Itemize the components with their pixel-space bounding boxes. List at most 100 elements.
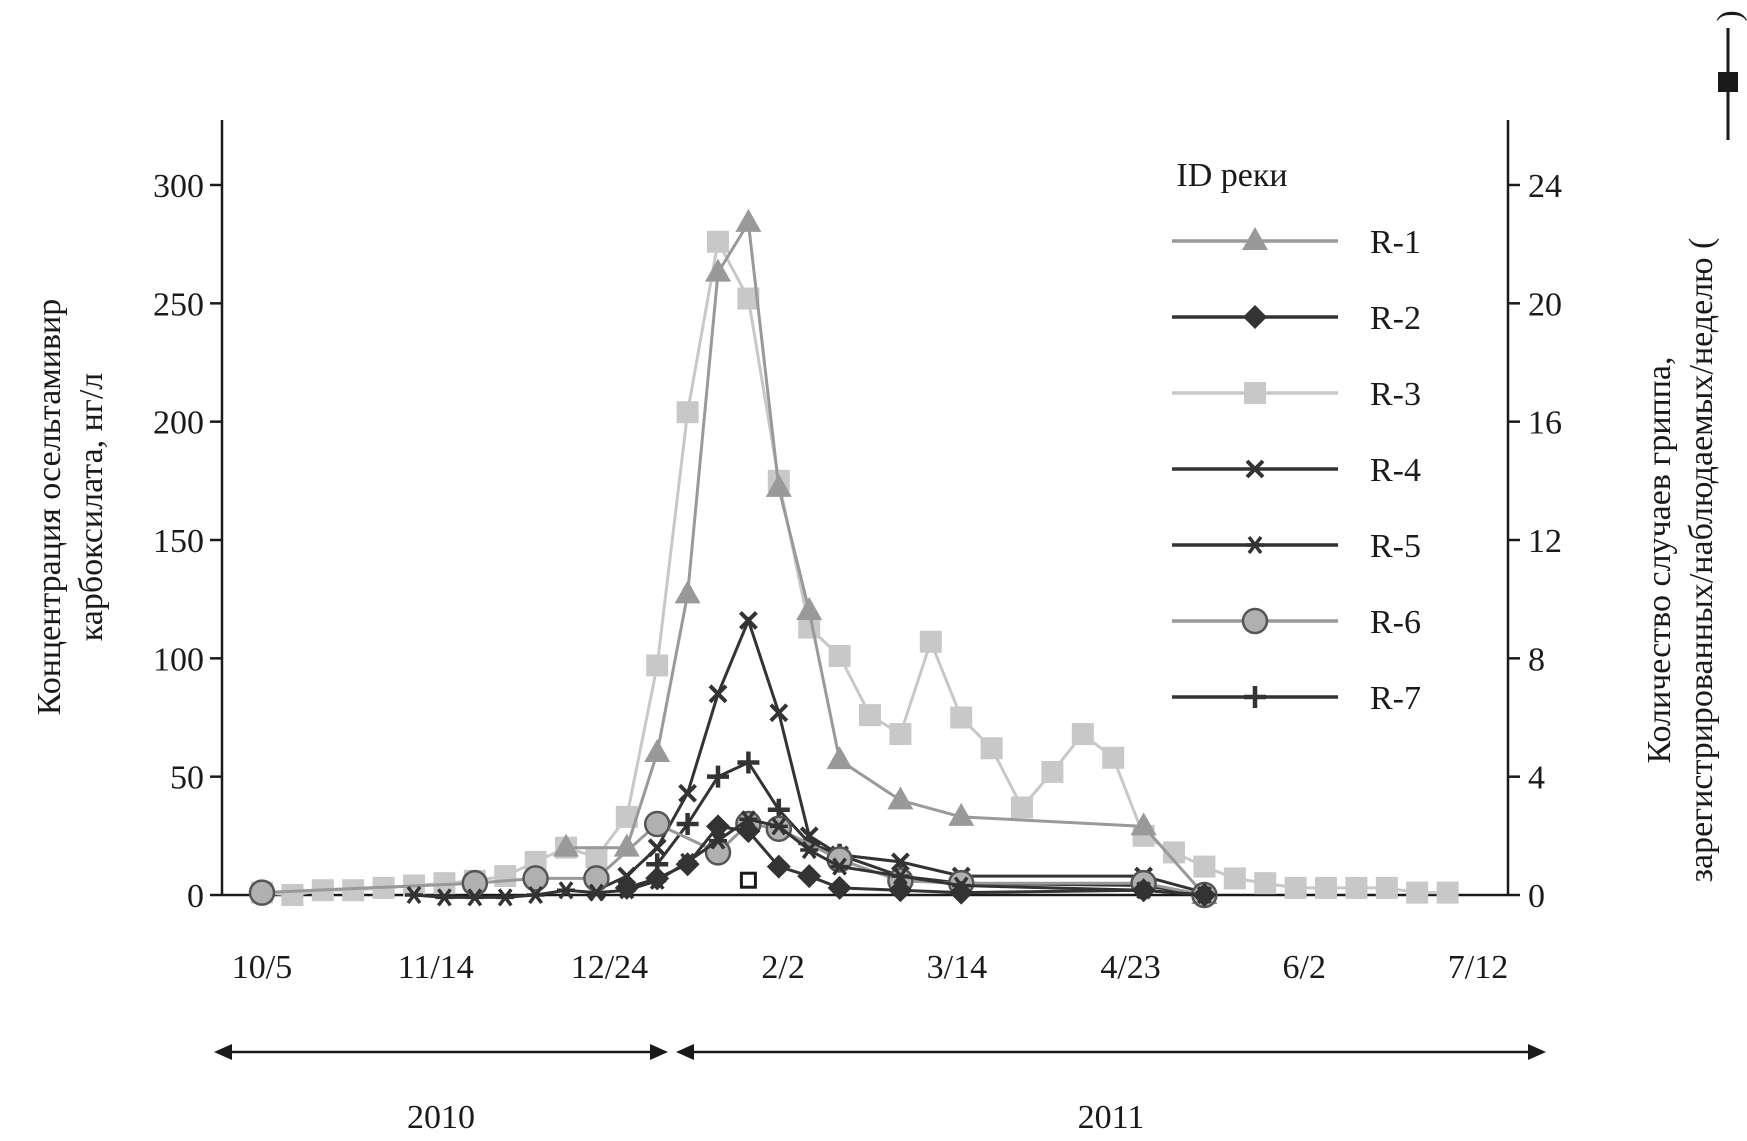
data-point — [766, 854, 791, 879]
right-tick-label: 4 — [1528, 760, 1545, 797]
series-r-3 — [251, 230, 1459, 906]
left-tick-label: 250 — [153, 286, 204, 323]
right-tick-label: 12 — [1528, 523, 1562, 560]
series-layer — [248, 208, 1459, 909]
data-point — [1246, 535, 1264, 555]
left-tick-label: 50 — [170, 760, 204, 797]
data-point — [1195, 885, 1214, 905]
data-point — [1130, 812, 1157, 836]
data-point — [615, 805, 638, 828]
right-tick-label: 24 — [1528, 168, 1562, 205]
data-point — [1011, 796, 1033, 819]
legend-label: R-1 — [1370, 224, 1421, 261]
left-axis-title-line1: Концентрация осельтамивир — [31, 299, 68, 716]
series-line — [261, 237, 1448, 897]
data-point — [827, 875, 852, 900]
data-point — [678, 852, 697, 871]
x-tick-label: 10/5 — [232, 949, 292, 986]
data-point — [830, 857, 849, 876]
series-r-5 — [405, 810, 1214, 907]
data-point — [950, 706, 973, 729]
data-point — [859, 704, 881, 727]
data-point — [1244, 382, 1266, 404]
left-tick-label: 150 — [153, 523, 204, 560]
data-point — [797, 864, 822, 889]
data-point — [707, 765, 729, 788]
data-point — [1254, 872, 1277, 895]
legend-item-r-2: R-2 — [1172, 300, 1421, 337]
data-point — [828, 644, 851, 667]
data-point — [674, 580, 701, 604]
data-point — [557, 881, 575, 900]
data-point — [739, 810, 758, 829]
data-point — [281, 884, 304, 906]
data-point — [769, 817, 788, 836]
data-point — [1242, 227, 1268, 250]
data-point — [465, 888, 484, 907]
data-point — [461, 869, 489, 897]
data-point — [643, 810, 671, 838]
data-point — [1134, 881, 1153, 900]
series-r-1 — [553, 208, 1218, 904]
data-point — [948, 802, 975, 826]
year-arrow-left — [214, 1044, 232, 1060]
right-axis-title: Количество случаев гриппа, зарегистрирова… — [1641, 238, 1720, 883]
data-point — [1102, 746, 1125, 769]
data-point — [1163, 841, 1185, 864]
years-layer: 2010 2011 — [214, 1044, 1546, 1136]
data-point — [494, 865, 517, 888]
right-tick-label: 16 — [1528, 405, 1562, 442]
legend-item-r-7: R-7 — [1172, 680, 1421, 717]
year-arrow-right — [1528, 1044, 1546, 1060]
data-point — [887, 786, 914, 810]
x-tick-label: 3/14 — [927, 949, 987, 986]
data-point — [648, 871, 667, 890]
data-point — [706, 814, 730, 839]
data-point — [708, 684, 728, 704]
data-point — [676, 813, 699, 835]
data-point — [1071, 723, 1094, 746]
flu-data-point — [739, 871, 757, 889]
year-arrow-left — [676, 1044, 694, 1060]
data-point — [585, 846, 608, 869]
data-point — [765, 473, 792, 497]
right-tick-label: 0 — [1528, 878, 1545, 915]
data-point — [826, 746, 853, 770]
data-point — [737, 751, 760, 774]
data-point — [705, 258, 731, 282]
flu-legend-marker — [1718, 72, 1738, 92]
data-point — [496, 888, 515, 907]
data-point — [738, 611, 758, 630]
data-point — [583, 865, 610, 892]
data-point — [644, 739, 671, 762]
left-tick-label: 0 — [187, 878, 204, 915]
series-line — [566, 218, 1206, 896]
data-point — [1245, 459, 1265, 479]
data-point — [647, 838, 667, 858]
legend-label: R-5 — [1370, 528, 1421, 565]
legend-label: R-2 — [1370, 300, 1421, 337]
series-r-2 — [614, 814, 1217, 907]
x-tick-label: 6/2 — [1283, 949, 1326, 986]
legend-item-r-5: R-5 — [1172, 528, 1421, 565]
data-point — [1315, 876, 1337, 899]
x-tick-label: 4/23 — [1100, 949, 1160, 986]
data-point — [769, 703, 789, 723]
data-point — [1406, 881, 1429, 904]
year-range-2011: 2011 — [676, 1044, 1546, 1136]
data-point — [891, 867, 910, 886]
data-point — [1375, 876, 1398, 899]
data-point — [1345, 876, 1368, 899]
data-point — [704, 839, 732, 866]
data-point — [342, 879, 365, 902]
data-point — [952, 876, 971, 895]
data-point — [980, 737, 1003, 760]
data-point — [1223, 867, 1246, 890]
data-point — [707, 230, 729, 253]
legend-item-r-1: R-1 — [1172, 224, 1421, 261]
left-tick-label: 100 — [153, 641, 204, 678]
data-point — [617, 881, 636, 900]
data-point — [800, 840, 819, 860]
data-point — [435, 888, 454, 907]
data-point — [678, 783, 698, 803]
